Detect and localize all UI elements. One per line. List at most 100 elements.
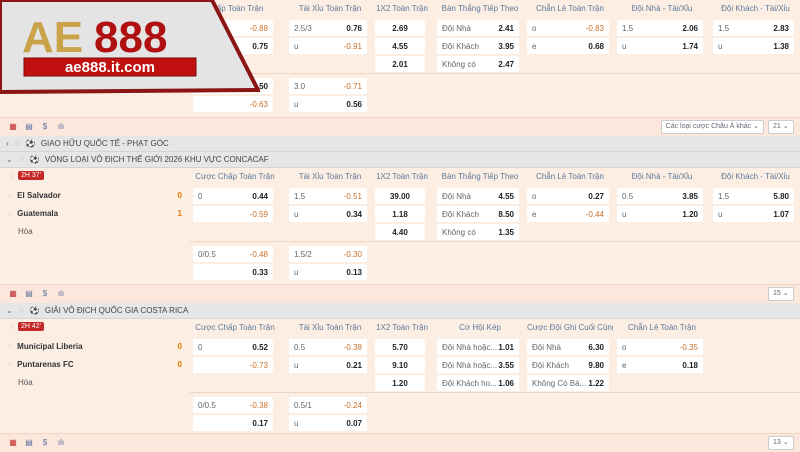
- star-icon[interactable]: ☆: [6, 209, 14, 218]
- star-icon[interactable]: ☆: [17, 155, 25, 164]
- star-icon[interactable]: ☆: [6, 342, 14, 351]
- odds-cell[interactable]: e 0.68: [527, 38, 609, 54]
- grid-icon[interactable]: ▦: [9, 438, 17, 447]
- odds-cell[interactable]: u -0.91: [289, 38, 367, 54]
- odds-cell[interactable]: Đội Nhà hoặc... 3.55: [437, 357, 519, 373]
- odds-cell[interactable]: 0.5 3.85: [617, 188, 703, 204]
- odds-cell[interactable]: u 1.07: [713, 206, 794, 222]
- odds-cell[interactable]: u 0.34: [289, 206, 367, 222]
- odds-label: e: [532, 209, 537, 219]
- odds-cell[interactable]: Đội Khách 8.50: [437, 206, 519, 222]
- odds-label: Đội Khách: [442, 41, 479, 51]
- dollar-icon[interactable]: $: [42, 122, 48, 131]
- league-row[interactable]: ⌄ ☆ ⚽ VÒNG LOẠI VÔ ĐỊCH THẾ GIỚI 2026 KHU V…: [0, 152, 800, 168]
- odds-cell[interactable]: Đội Nhà 4.55: [437, 188, 519, 204]
- odds-cell[interactable]: 1.5 2.06: [617, 20, 703, 36]
- list-icon[interactable]: ▤: [25, 438, 33, 447]
- odds-cell[interactable]: Không có 1.35: [437, 224, 519, 240]
- star-icon[interactable]: ☆: [17, 306, 25, 315]
- odds-cell[interactable]: 1.5 5.80: [713, 188, 794, 204]
- odds-value: -0.91: [343, 41, 362, 51]
- chevron-down-icon[interactable]: ⌄: [6, 155, 13, 164]
- odds-cell[interactable]: o 0.27: [527, 188, 609, 204]
- stats-icon[interactable]: ılı: [57, 289, 65, 298]
- odds-cell[interactable]: u 0.21: [289, 357, 367, 373]
- draw-row: Hòa: [6, 223, 186, 240]
- odds-cell[interactable]: Không có 2.47: [437, 56, 519, 72]
- star-icon[interactable]: ☆: [6, 360, 14, 369]
- odds-cell[interactable]: 1.18: [375, 206, 425, 222]
- odds-cell[interactable]: 0.5/1 -0.24: [289, 397, 367, 413]
- dollar-icon[interactable]: $: [42, 289, 48, 298]
- odds-cell[interactable]: 39.00: [375, 188, 425, 204]
- odds-cell[interactable]: 0.17: [193, 415, 273, 431]
- odds-cell[interactable]: u 0.13: [289, 264, 367, 280]
- odds-cell[interactable]: 4.55: [375, 38, 425, 54]
- odds-cell[interactable]: u 0.56: [289, 96, 367, 112]
- odds-cell[interactable]: 5.70: [375, 339, 425, 355]
- odds-cell[interactable]: -0.73: [193, 357, 273, 373]
- team-row[interactable]: ☆ Guatemala 1: [6, 205, 186, 222]
- odds-cell[interactable]: 2.5/3 0.76: [289, 20, 367, 36]
- dollar-icon[interactable]: $: [42, 438, 48, 447]
- odds-cell[interactable]: Đội Nhà 2.41: [437, 20, 519, 36]
- odds-cell[interactable]: 3.0 -0.71: [289, 78, 367, 94]
- odds-cell[interactable]: 0/0.5 -0.48: [193, 246, 273, 262]
- chevron-down-icon[interactable]: ⌄: [6, 306, 13, 315]
- odds-cell[interactable]: 1.5/2 -0.30: [289, 246, 367, 262]
- odds-cell[interactable]: u 1.20: [617, 206, 703, 222]
- odds-cell[interactable]: 2.01: [375, 56, 425, 72]
- count-select[interactable]: 13 ⌄: [768, 436, 794, 450]
- odds-cell[interactable]: u 0.07: [289, 415, 367, 431]
- star-icon[interactable]: ☆: [13, 139, 21, 148]
- team-row[interactable]: ☆ Puntarenas FC 0: [6, 356, 186, 373]
- odds-cell[interactable]: e 0.18: [617, 357, 703, 373]
- odds-cell[interactable]: 0 0.44: [193, 188, 273, 204]
- team-row[interactable]: ☆ Municipal Liberia 0: [6, 338, 186, 355]
- stats-icon[interactable]: ılı: [57, 438, 65, 447]
- odds-value: -0.44: [585, 209, 604, 219]
- odds-cell[interactable]: 1.20: [375, 375, 425, 391]
- count-select[interactable]: 15 ⌄: [768, 287, 794, 301]
- count-select[interactable]: 21 ⌄: [768, 120, 794, 134]
- odds-cell[interactable]: 0/0.5 -0.38: [193, 397, 273, 413]
- odds-cell[interactable]: 0.5 -0.38: [289, 339, 367, 355]
- odds-cell[interactable]: -0.59: [193, 206, 273, 222]
- league-row[interactable]: › ☆ ⚽ GIAO HỮU QUỐC TẾ - PHẠT GÓC: [0, 136, 800, 152]
- odds-cell[interactable]: 0.33: [193, 264, 273, 280]
- odds-cell[interactable]: Đội Khách 3.95: [437, 38, 519, 54]
- grid-icon[interactable]: ▦: [9, 289, 17, 298]
- league-icon: ⚽: [29, 155, 40, 164]
- odds-cell[interactable]: u 1.74: [617, 38, 703, 54]
- team-row[interactable]: ☆ El Salvador 0: [6, 187, 186, 204]
- odds-cell[interactable]: 1.5 -0.51: [289, 188, 367, 204]
- odds-cell[interactable]: Không Có Bà... 1.22: [527, 375, 609, 391]
- odds-cell[interactable]: Đội Khách 9.80: [527, 357, 609, 373]
- star-icon[interactable]: ☆: [8, 171, 16, 180]
- odds-cell[interactable]: 9.10: [375, 357, 425, 373]
- market-type-select[interactable]: Các loại cược Châu Á khác ⌄: [660, 120, 764, 134]
- column-header: Bàn Thắng Tiếp Theo: [441, 4, 519, 13]
- odds-cell[interactable]: u 1.38: [713, 38, 794, 54]
- odds-cell[interactable]: o -0.83: [527, 20, 609, 36]
- odds-cell[interactable]: 4.40: [375, 224, 425, 240]
- list-icon[interactable]: ▤: [25, 122, 33, 131]
- odds-cell[interactable]: e -0.44: [527, 206, 609, 222]
- list-icon[interactable]: ▤: [25, 289, 33, 298]
- odds-cell[interactable]: Đội Nhà hoặc... 1.01: [437, 339, 519, 355]
- odds-cell[interactable]: 1.5 2.83: [713, 20, 794, 36]
- chevron-right-icon[interactable]: ›: [6, 139, 9, 148]
- stats-icon[interactable]: ılı: [57, 122, 65, 131]
- odds-cell[interactable]: Đội Khách ho... 1.06: [437, 375, 519, 391]
- odds-cell[interactable]: 0 0.52: [193, 339, 273, 355]
- odds-cell[interactable]: -0.63: [193, 96, 273, 112]
- star-icon[interactable]: ☆: [6, 191, 14, 200]
- odds-cell[interactable]: Đội Nhà 6.30: [527, 339, 609, 355]
- odds-cell[interactable]: o -0.35: [617, 339, 703, 355]
- grid-icon[interactable]: ▦: [9, 122, 17, 131]
- league-row[interactable]: ⌄ ☆ ⚽ GIẢI VÔ ĐỊCH QUỐC GIA COSTA RICA: [0, 303, 800, 319]
- odds-value: 1.20: [392, 378, 408, 388]
- star-icon[interactable]: ☆: [8, 322, 16, 331]
- column-header: Chẵn Lẻ Toàn Trận: [536, 172, 604, 181]
- odds-cell[interactable]: 2.69: [375, 20, 425, 36]
